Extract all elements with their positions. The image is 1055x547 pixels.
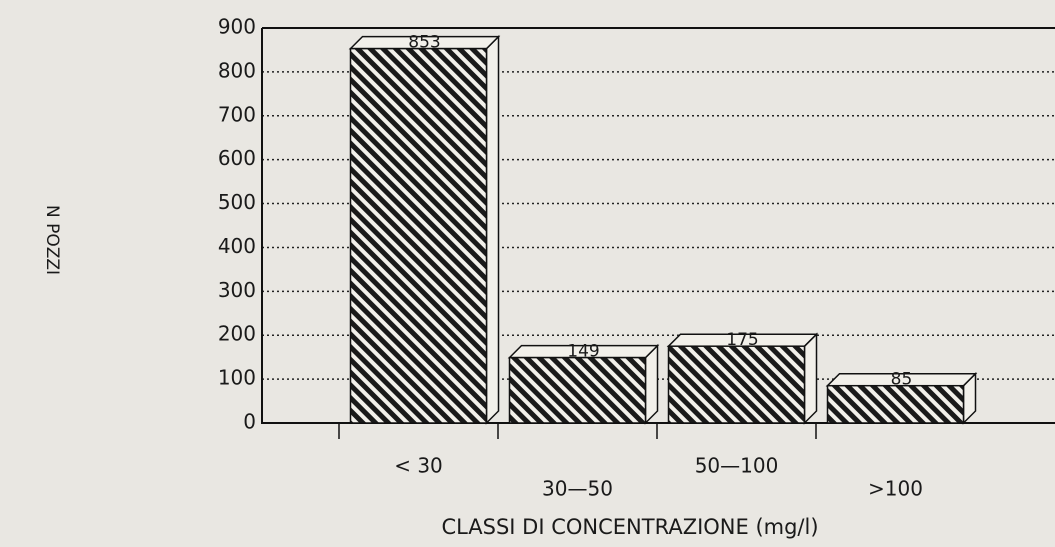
bar-side [644, 343, 659, 425]
y-axis-label: N POZZI [42, 205, 62, 275]
y-tick-label: 600 [218, 146, 256, 170]
value-label: 853 [408, 33, 440, 53]
y-tick-label: 400 [218, 234, 256, 258]
bar [349, 47, 488, 424]
x-axis-label: CLASSI DI CONCENTRAZIONE (mg/l) [441, 515, 818, 539]
y-tick-label: 300 [218, 278, 256, 302]
y-tick-label: 0 [243, 410, 256, 434]
value-label: 85 [891, 370, 913, 390]
x-tick-label: >100 [868, 477, 923, 501]
y-tick-label: 800 [218, 58, 256, 82]
bar-side [803, 332, 818, 425]
x-tick-label: 30—50 [542, 477, 613, 501]
bar-side [485, 34, 500, 425]
y-tick-label: 700 [218, 102, 256, 126]
bar [667, 345, 806, 424]
bar [826, 384, 965, 424]
y-tick-label: 900 [218, 15, 256, 39]
bar [508, 356, 647, 424]
x-tick-label: < 30 [394, 454, 443, 478]
y-tick-label: 500 [218, 190, 256, 214]
value-label: 175 [726, 330, 758, 350]
value-label: 149 [567, 342, 599, 362]
y-tick-label: 200 [218, 322, 256, 346]
x-tick-label: 50—100 [695, 454, 779, 478]
y-tick-label: 100 [218, 366, 256, 390]
